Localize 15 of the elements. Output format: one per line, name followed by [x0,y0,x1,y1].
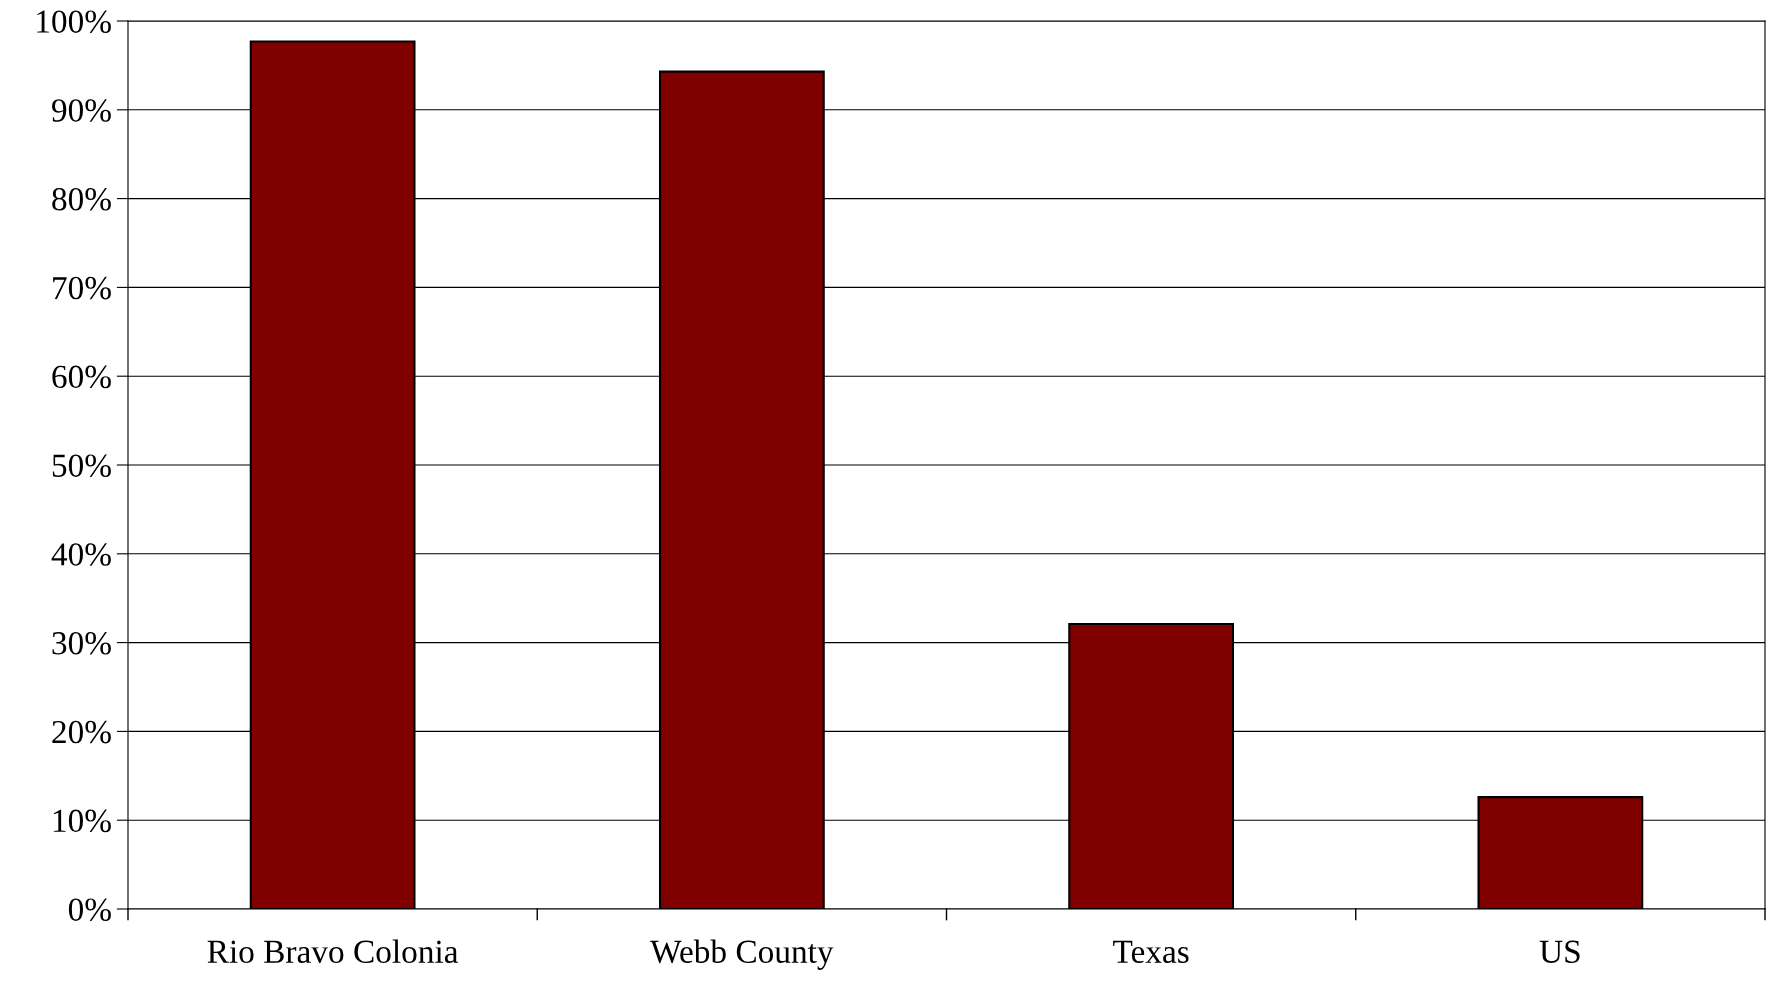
x-tick-label: US [1539,940,1580,964]
y-tick-label: 60% [52,365,111,389]
x-tick-label: Rio Bravo Colonia [207,939,459,964]
y-tick-label: 20% [52,720,111,744]
x-tick-label: Webb County [650,939,834,970]
y-tick-label: 70% [53,276,111,300]
y-tick-label: 80% [52,188,111,211]
y-tick-label: 50% [52,454,111,477]
y-tick-label: 90% [52,99,111,122]
y-tick-label: 40% [51,543,111,566]
y-tick-label: 10% [53,809,111,833]
y-tick-label: 100% [37,10,111,33]
x-tick-label: Texas [1113,940,1189,964]
y-tick-label: 30% [52,632,111,655]
y-tick-label: 0% [68,898,111,921]
